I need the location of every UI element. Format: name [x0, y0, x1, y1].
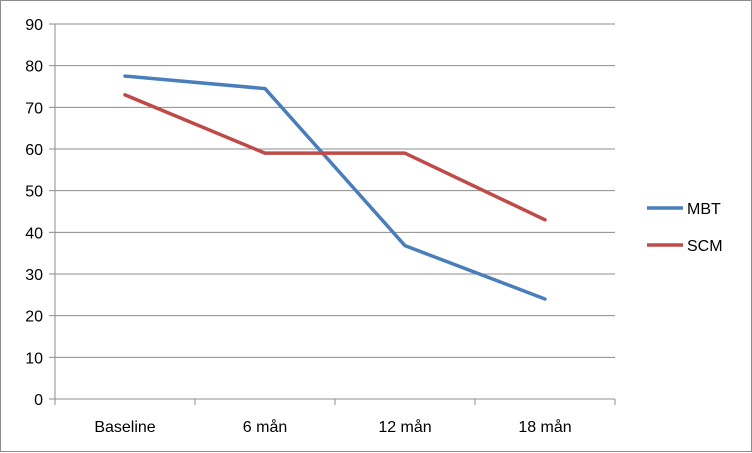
series-line-mbt [123, 74, 547, 301]
y-tick-label-50: 50 [25, 184, 43, 201]
y-axis-ticks: 0 10 20 30 40 50 60 70 80 90 [25, 17, 55, 409]
x-axis-ticks: Baseline 6 mån 12 mån 18 mån [54, 399, 616, 436]
series-lines [123, 74, 547, 301]
y-tick-label-40: 40 [25, 225, 43, 242]
y-tick-label-60: 60 [25, 142, 43, 159]
x-tick-label-1: 6 mån [243, 418, 287, 436]
y-tick-label-90: 90 [25, 17, 43, 34]
x-tick-label-3: 18 mån [518, 418, 571, 436]
x-tick-label-0: Baseline [94, 419, 155, 436]
y-tick-label-0: 0 [34, 392, 43, 409]
legend: MBT SCM [647, 201, 723, 255]
y-tick-label-20: 20 [25, 309, 43, 326]
gridlines [55, 23, 615, 358]
y-tick-label-10: 10 [25, 350, 43, 367]
y-tick-label-30: 30 [25, 267, 43, 284]
y-tick-label-70: 70 [25, 100, 43, 117]
series-line-scm [123, 93, 547, 222]
legend-label-mbt: MBT [687, 201, 721, 218]
x-tick-label-2: 12 mån [378, 418, 431, 436]
y-tick-label-80: 80 [25, 59, 43, 76]
legend-label-scm: SCM [687, 238, 723, 255]
